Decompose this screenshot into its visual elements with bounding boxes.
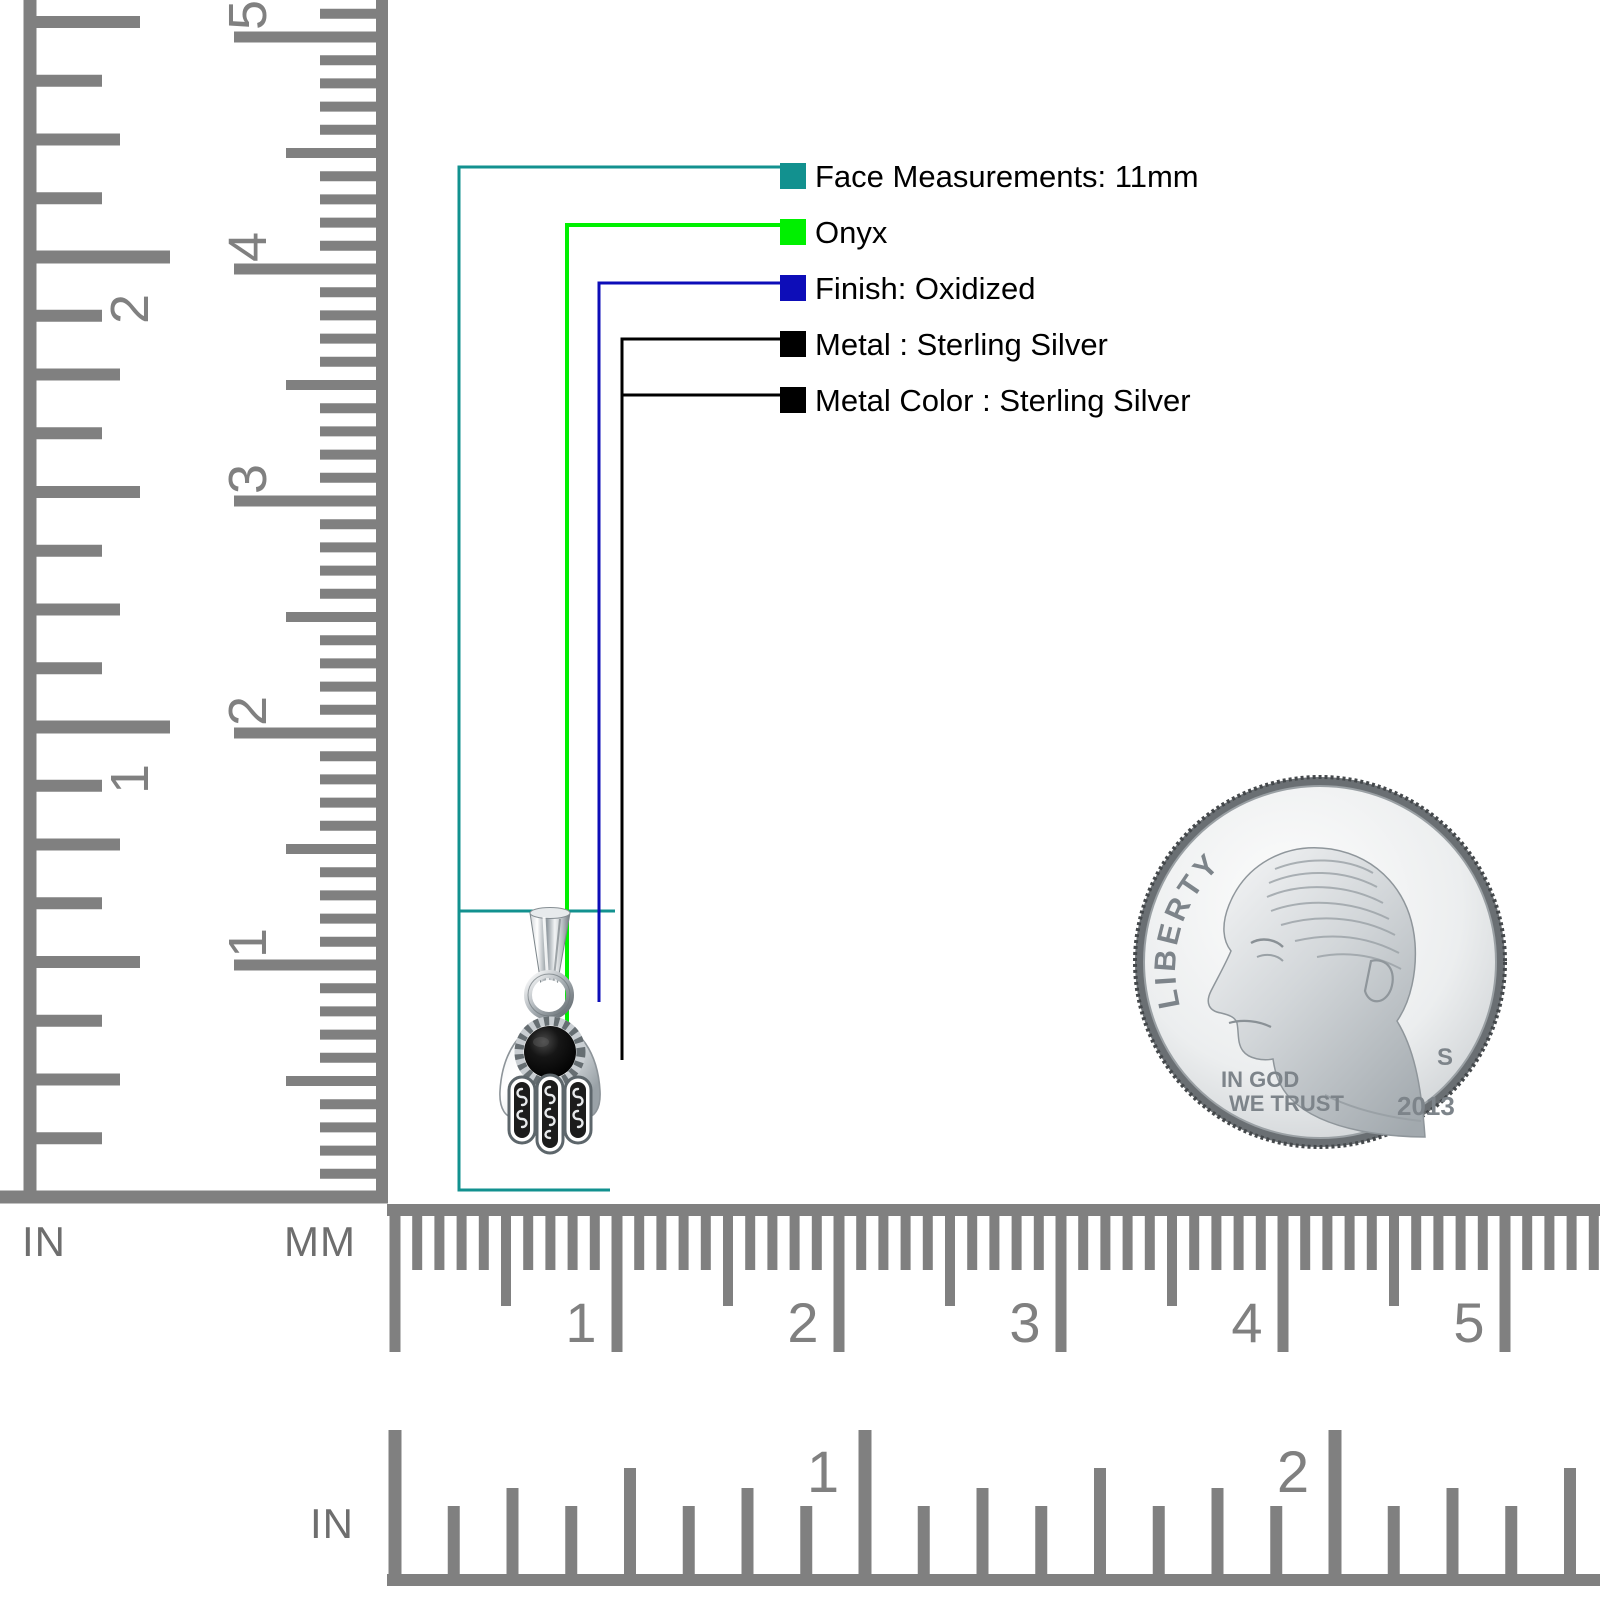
legend-item-onyx: Onyx (780, 204, 1480, 260)
hamsa-hand-pendant (499, 907, 601, 1155)
leader-line-onyx (565, 223, 780, 1062)
pendant-jump-ring (524, 970, 574, 1020)
ruler-label-in-vertical: 2 (100, 294, 160, 324)
coin-mint-mark: S (1437, 1044, 1453, 1071)
legend-item-metal-color: Metal Color : Sterling Silver (780, 372, 1480, 428)
legend-label-face-measurements: Face Measurements: 11mm (815, 158, 1199, 194)
ruler-label-in-horizontal: 2 (1277, 1440, 1309, 1505)
legend-swatch-metal-color (780, 387, 806, 413)
ruler-label-mm-vertical: 4 (218, 232, 278, 262)
ruler-vertical-mm: 1 2 3 4 5 (218, 0, 388, 1203)
legend-label-metal: Metal : Sterling Silver (815, 326, 1108, 362)
legend-swatch-finish (780, 275, 806, 301)
legend: Face Measurements: 11mm Onyx Finish: Oxi… (780, 148, 1480, 428)
hamsa-fingers (507, 1073, 593, 1155)
unit-label-in-horizontal: IN (310, 1500, 354, 1547)
legend-label-onyx: Onyx (815, 214, 888, 250)
ruler-label-in-vertical: 1 (100, 764, 160, 794)
ruler-label-mm-horizontal: 1 (565, 1291, 596, 1354)
unit-label-in-vertical: IN (22, 1218, 66, 1265)
ruler-label-mm-horizontal: 3 (1009, 1291, 1040, 1354)
leader-line-metal (620, 337, 780, 1060)
ruler-label-mm-horizontal: 2 (787, 1291, 818, 1354)
ruler-label-mm-vertical: 3 (218, 464, 278, 494)
legend-swatch-face-measurements (780, 163, 806, 189)
legend-item-finish: Finish: Oxidized (780, 260, 1480, 316)
unit-label-mm-vertical: MM (284, 1218, 356, 1265)
ruler-vertical-inches: 12 (0, 0, 388, 1204)
coin-motto-line2: WE TRUST (1229, 1091, 1344, 1116)
coin-year: 2013 (1397, 1091, 1455, 1121)
ruler-label-mm-horizontal: 4 (1231, 1291, 1262, 1354)
ruler-label-mm-horizontal: 5 (1453, 1291, 1484, 1354)
legend-item-face-measurements: Face Measurements: 11mm (780, 148, 1480, 204)
coin-bust (1207, 847, 1426, 1138)
ruler-label-in-horizontal: 1 (807, 1440, 839, 1505)
ruler-label-mm-vertical: 5 (218, 0, 278, 30)
coin-motto-line1: IN GOD (1221, 1067, 1299, 1092)
legend-item-metal: Metal : Sterling Silver (780, 316, 1480, 372)
leader-line-face-measurements (457, 165, 780, 1192)
legend-swatch-metal (780, 331, 806, 357)
legend-label-metal-color: Metal Color : Sterling Silver (815, 382, 1191, 418)
leader-line-finish (597, 281, 780, 1002)
ruler-horizontal-mm: 1 2 3 4 5 (387, 1204, 1600, 1354)
reference-coin-dime: LIBERTY IN GOD WE TRUST 2013 S (1133, 775, 1507, 1149)
ruler-label-mm-vertical: 1 (218, 928, 278, 958)
legend-swatch-onyx (780, 219, 806, 245)
legend-label-finish: Finish: Oxidized (815, 270, 1036, 306)
ruler-label-mm-vertical: 2 (218, 696, 278, 726)
